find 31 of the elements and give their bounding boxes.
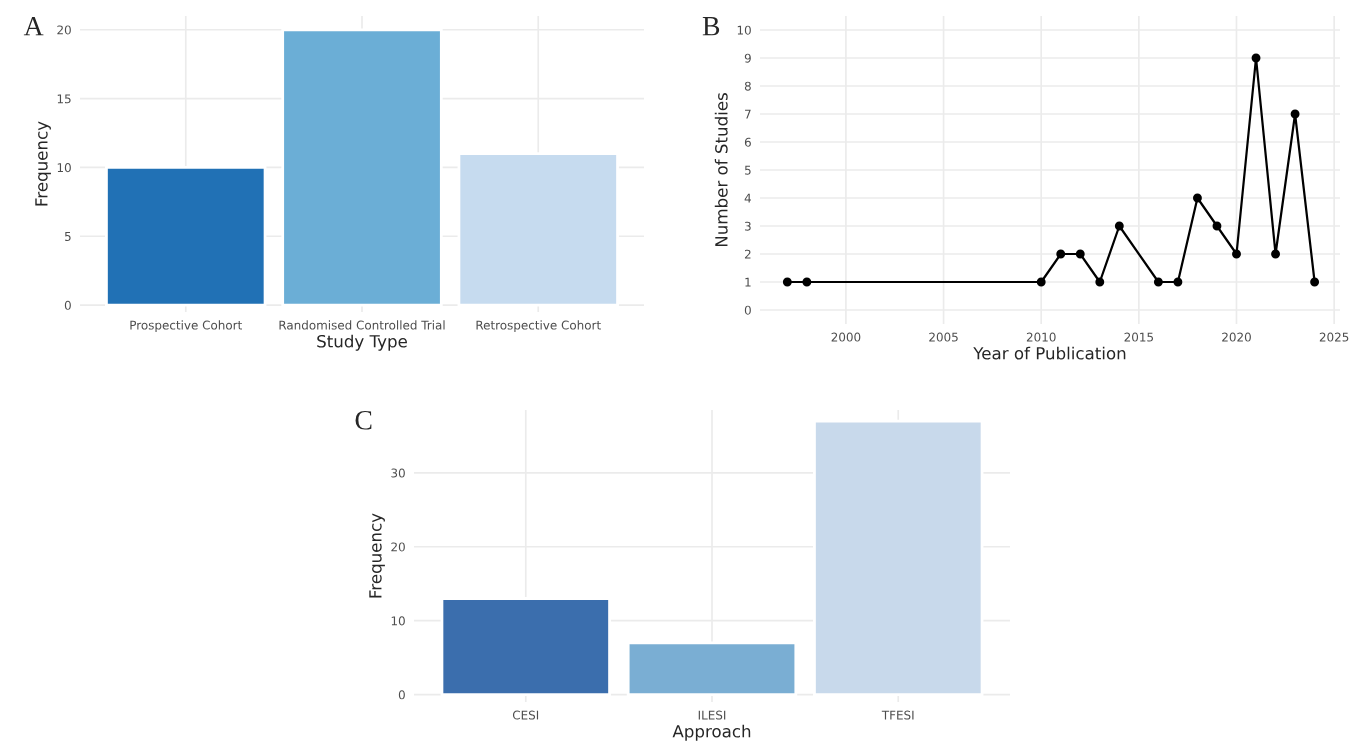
y-axis-title: Number of Studies — [714, 93, 728, 247]
x-axis-title: Study Type — [317, 334, 407, 351]
chart-title: C — [355, 410, 372, 430]
bar — [626, 641, 798, 696]
chart-title: A — [23, 16, 44, 36]
y-axis-title: Frequency — [35, 121, 51, 206]
y-axis-title: Frequency — [369, 513, 385, 598]
point — [1310, 277, 1320, 287]
bar — [440, 597, 611, 696]
chart-title: B — [702, 17, 720, 36]
point — [1271, 249, 1280, 259]
bar — [281, 28, 443, 307]
bar — [105, 166, 267, 307]
point — [1114, 221, 1124, 231]
point — [1075, 249, 1085, 259]
x-axis-title: Year of Publication — [973, 346, 1126, 360]
point — [1173, 277, 1183, 287]
x-axis-title: Approach — [672, 724, 751, 741]
point — [1056, 249, 1066, 259]
point — [1193, 193, 1202, 203]
point — [802, 277, 812, 287]
point — [1251, 53, 1261, 63]
point — [1232, 249, 1241, 259]
point — [1153, 277, 1163, 287]
bar — [457, 152, 619, 307]
point — [782, 277, 792, 287]
point — [1212, 221, 1222, 231]
point — [1290, 109, 1300, 119]
bar — [813, 419, 984, 696]
point — [1036, 277, 1046, 287]
point — [1095, 277, 1105, 287]
